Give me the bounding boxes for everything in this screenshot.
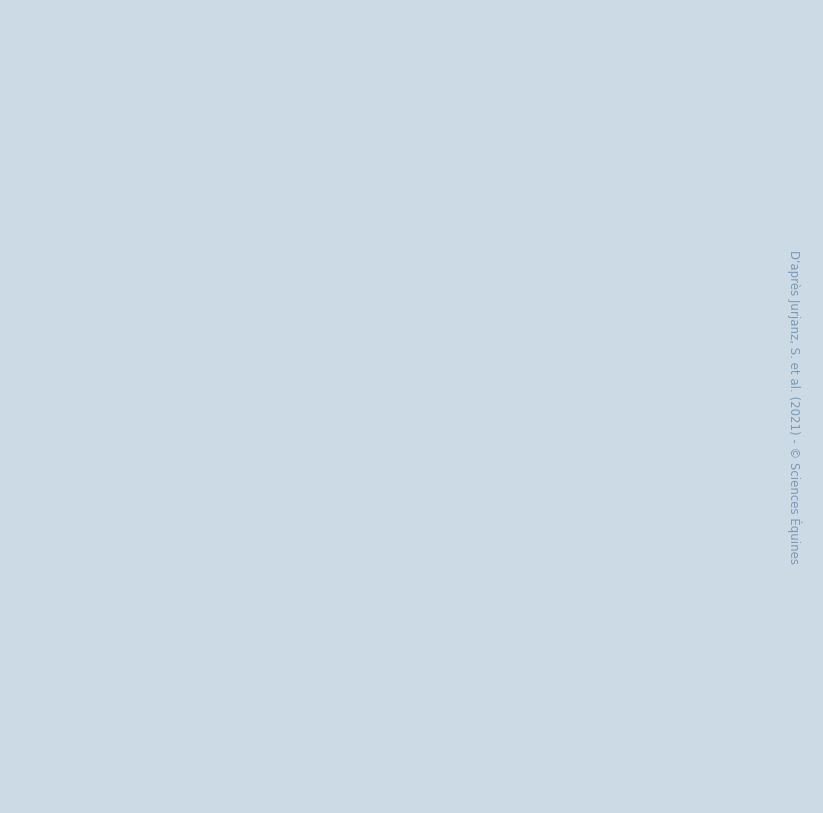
Bar [292, 198, 349, 593]
Bar [499, 107, 556, 593]
Bar [395, 108, 453, 593]
Bar [188, 225, 245, 593]
X-axis label: Période: Période [395, 743, 453, 759]
Y-axis label: Fréquence du comportement d'alimentation
(sur 10 heures d'observation): Fréquence du comportement d'alimentation… [90, 156, 128, 494]
Text: D'après Jurjanz, S. et al. (2021) - © Sciences Équines: D'après Jurjanz, S. et al. (2021) - © Sc… [787, 250, 802, 563]
Bar [602, 211, 659, 593]
